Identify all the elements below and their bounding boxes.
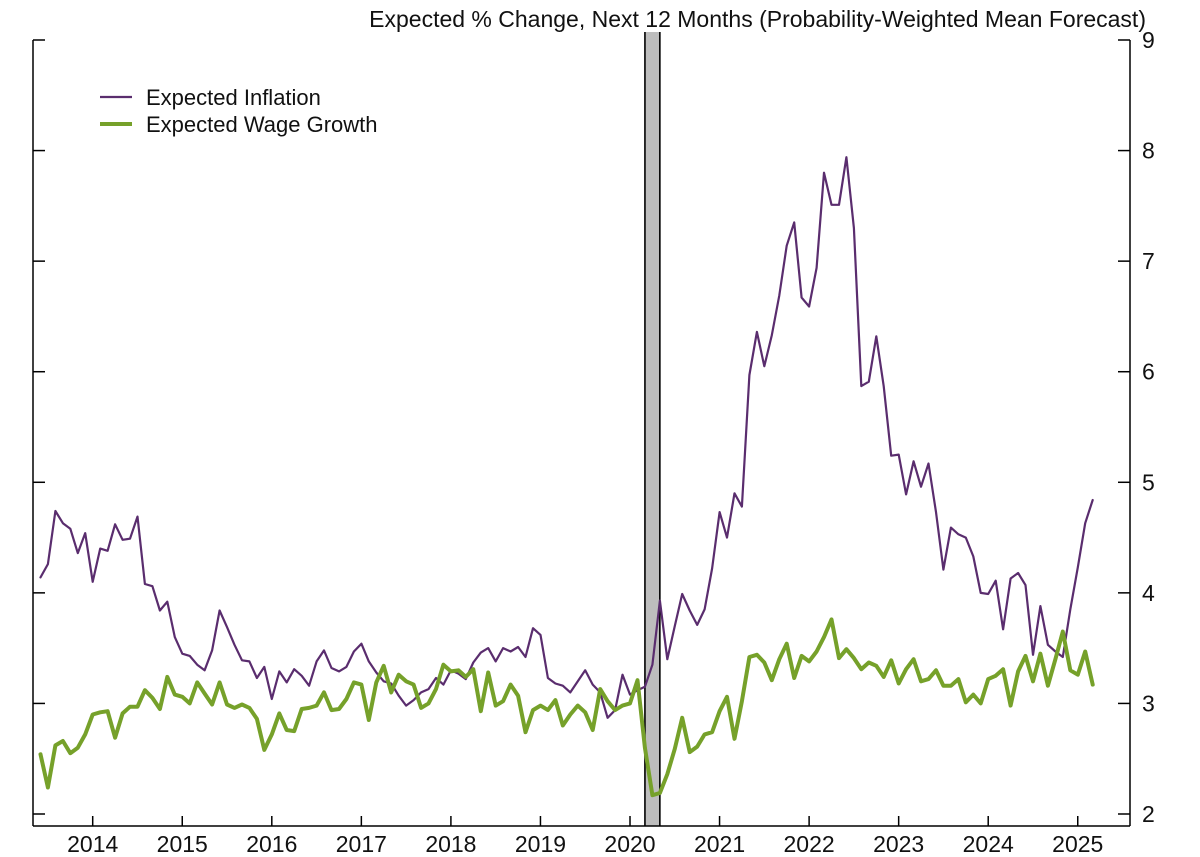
series-line-expected-wage-growth bbox=[38, 617, 1095, 798]
recession-shading bbox=[644, 32, 660, 826]
x-tick-label: 2018 bbox=[425, 831, 476, 857]
x-tick-label: 2021 bbox=[694, 831, 745, 857]
y-tick-label: 3 bbox=[1142, 690, 1155, 716]
series-line-expected-inflation bbox=[39, 156, 1094, 719]
y-tick-label: 5 bbox=[1142, 469, 1155, 495]
x-tick-label: 2023 bbox=[873, 831, 924, 857]
legend: Expected Inflation Expected Wage Growth bbox=[100, 85, 378, 137]
legend-label-expected-inflation: Expected Inflation bbox=[146, 85, 321, 110]
x-tick-label: 2024 bbox=[963, 831, 1014, 857]
y-tick-label: 9 bbox=[1142, 27, 1155, 53]
y-tick-label: 2 bbox=[1142, 801, 1155, 827]
x-tick-label: 2017 bbox=[336, 831, 387, 857]
chart-title: Expected % Change, Next 12 Months (Proba… bbox=[369, 6, 1146, 32]
series-layer bbox=[38, 156, 1095, 798]
x-tick-label: 2015 bbox=[157, 831, 208, 857]
x-tick-label: 2019 bbox=[515, 831, 566, 857]
recession-shading-layer bbox=[644, 32, 661, 826]
legend-label-expected-wage-growth: Expected Wage Growth bbox=[146, 112, 378, 137]
y-tick-label: 7 bbox=[1142, 248, 1155, 274]
x-tick-label: 2016 bbox=[246, 831, 297, 857]
x-tick-label: 2022 bbox=[784, 831, 835, 857]
x-tick-label: 2025 bbox=[1052, 831, 1103, 857]
x-tick-label: 2014 bbox=[67, 831, 118, 857]
y-tick-label: 6 bbox=[1142, 359, 1155, 385]
y-tick-label: 8 bbox=[1142, 138, 1155, 164]
axis-layer: 2 3 4 5 6 7 8 9 2014 2015 2016 2017 2018 2019 2020 2021… bbox=[32, 27, 1155, 857]
y-tick-label: 4 bbox=[1142, 580, 1155, 606]
x-tick-label: 2020 bbox=[604, 831, 655, 857]
